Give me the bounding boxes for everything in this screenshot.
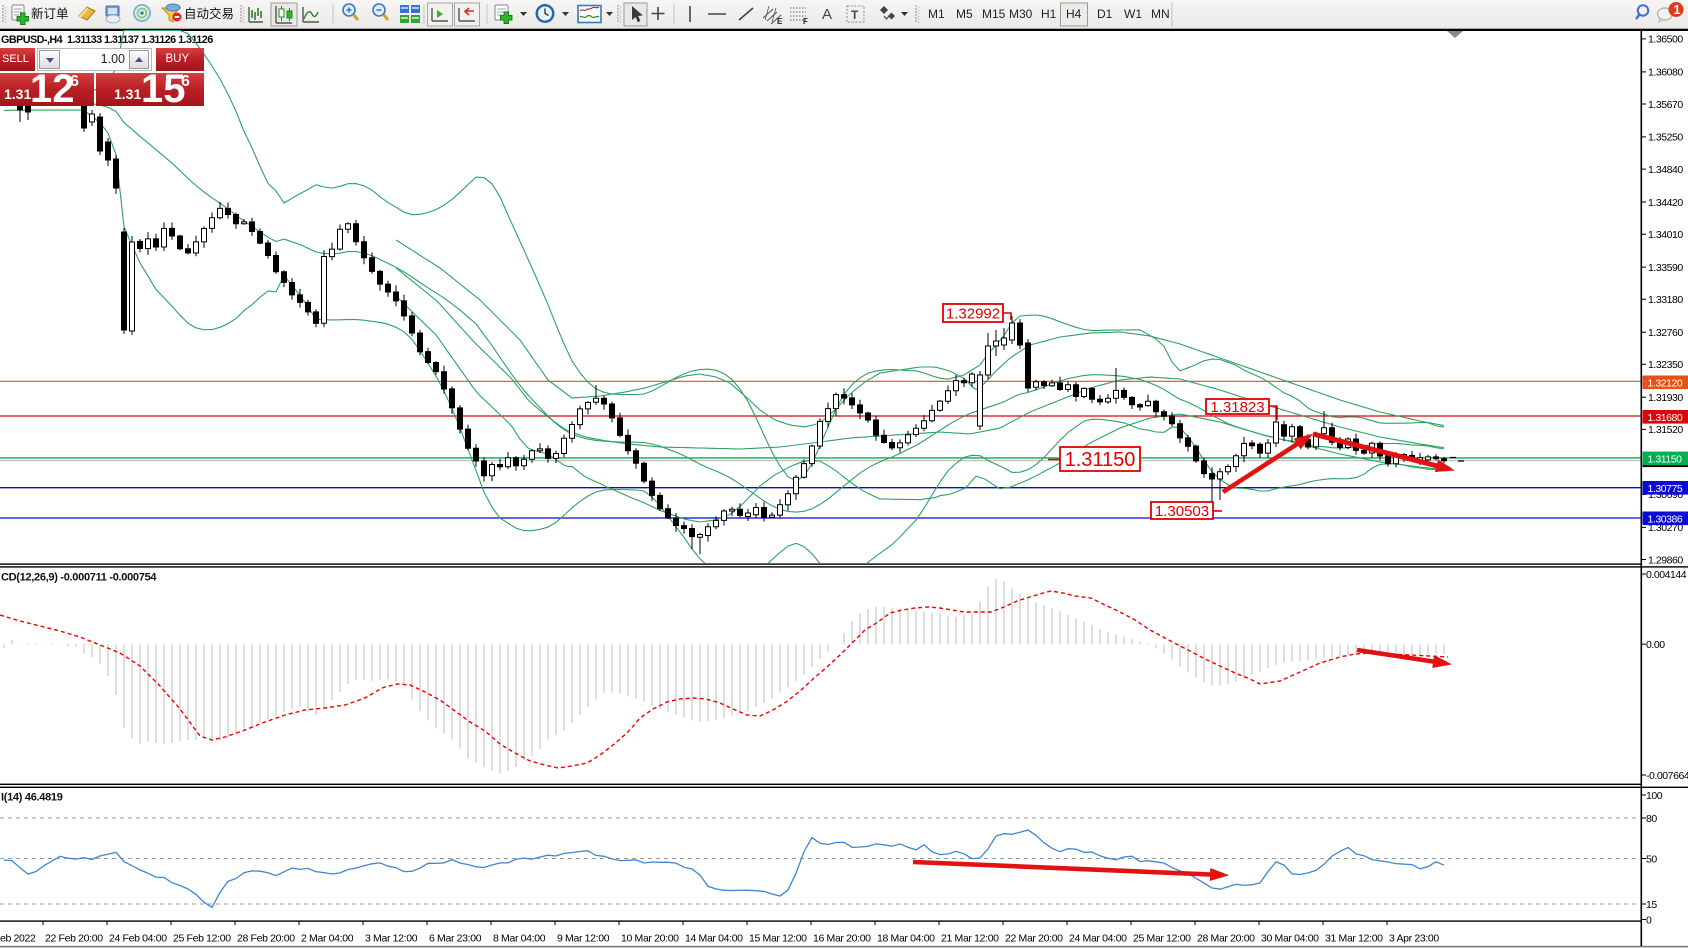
svg-text:0.004144: 0.004144: [1646, 569, 1687, 581]
svg-text:31 Mar 12:00: 31 Mar 12:00: [1325, 933, 1383, 945]
svg-text:1.33590: 1.33590: [1648, 262, 1683, 274]
svg-text:28 Mar 20:00: 28 Mar 20:00: [1197, 933, 1255, 945]
svg-text:18 Mar 04:00: 18 Mar 04:00: [877, 933, 935, 945]
svg-text:D1: D1: [1097, 7, 1113, 21]
svg-text:1.35670: 1.35670: [1648, 99, 1683, 111]
svg-text:15: 15: [1646, 899, 1657, 911]
svg-text:1.32760: 1.32760: [1648, 327, 1683, 339]
svg-text:30 Mar 04:00: 30 Mar 04:00: [1261, 933, 1319, 945]
svg-text:1.31680: 1.31680: [1648, 412, 1683, 424]
svg-text:T: T: [851, 8, 859, 22]
svg-text:1: 1: [1674, 3, 1681, 17]
svg-text:1.34010: 1.34010: [1648, 229, 1683, 241]
svg-text:E: E: [777, 17, 783, 26]
svg-text:50: 50: [1646, 853, 1657, 865]
svg-text:21 Mar 12:00: 21 Mar 12:00: [941, 933, 999, 945]
svg-text:自动交易: 自动交易: [184, 6, 234, 21]
svg-text:25 Feb 12:00: 25 Feb 12:00: [173, 933, 231, 945]
svg-text:0.00: 0.00: [1646, 639, 1665, 651]
svg-text:1.30775: 1.30775: [1648, 483, 1683, 495]
svg-text:1.29860: 1.29860: [1648, 554, 1683, 566]
svg-text:H1: H1: [1041, 7, 1057, 21]
svg-text:1.31930: 1.31930: [1648, 392, 1683, 404]
svg-text:25 Mar 12:00: 25 Mar 12:00: [1133, 933, 1191, 945]
svg-text:1.36080: 1.36080: [1648, 67, 1683, 79]
svg-text:15 Mar 12:00: 15 Mar 12:00: [749, 933, 807, 945]
svg-text:1.32350: 1.32350: [1648, 359, 1683, 371]
svg-text:28 Feb 20:00: 28 Feb 20:00: [237, 933, 295, 945]
svg-text:9 Mar 12:00: 9 Mar 12:00: [557, 933, 610, 945]
svg-text:10 Mar 20:00: 10 Mar 20:00: [621, 933, 679, 945]
svg-text:16 Mar 20:00: 16 Mar 20:00: [813, 933, 871, 945]
svg-text:M1: M1: [928, 7, 945, 21]
svg-text:1.33180: 1.33180: [1648, 294, 1683, 306]
svg-text:-0.007664: -0.007664: [1646, 770, 1688, 782]
svg-text:H4: H4: [1066, 7, 1082, 21]
svg-text:24 Mar 04:00: 24 Mar 04:00: [1069, 933, 1127, 945]
svg-text:1.36500: 1.36500: [1648, 34, 1683, 46]
svg-text:3 Mar 12:00: 3 Mar 12:00: [365, 933, 418, 945]
svg-text:1.32120: 1.32120: [1648, 377, 1683, 389]
svg-text:1.30503: 1.30503: [1155, 503, 1209, 520]
svg-text:100: 100: [1646, 790, 1663, 802]
svg-text:6 Mar 23:00: 6 Mar 23:00: [429, 933, 482, 945]
svg-text:1.32992: 1.32992: [946, 305, 1000, 322]
svg-text:1.31520: 1.31520: [1648, 424, 1683, 436]
svg-text:1.30270: 1.30270: [1648, 522, 1683, 534]
svg-text:8 Mar 04:00: 8 Mar 04:00: [493, 933, 546, 945]
svg-text:24 Feb 04:00: 24 Feb 04:00: [109, 933, 167, 945]
svg-text:eb 2022: eb 2022: [0, 933, 36, 945]
svg-text:1.34420: 1.34420: [1648, 197, 1683, 209]
svg-text:22 Feb 20:00: 22 Feb 20:00: [45, 933, 103, 945]
svg-text:M5: M5: [956, 7, 973, 21]
svg-text:3 Apr 23:00: 3 Apr 23:00: [1389, 933, 1439, 945]
svg-text:W1: W1: [1124, 7, 1142, 21]
svg-text:F: F: [803, 17, 808, 26]
svg-text:M15: M15: [982, 7, 1006, 21]
svg-text:CD(12,26,9) -0.000711 -0.00075: CD(12,26,9) -0.000711 -0.000754: [1, 572, 157, 584]
svg-text:1.31150: 1.31150: [1065, 449, 1136, 471]
svg-text:0: 0: [1646, 914, 1652, 926]
svg-text:A: A: [822, 6, 832, 23]
svg-text:1.35250: 1.35250: [1648, 132, 1683, 144]
svg-text:I(14) 46.4819: I(14) 46.4819: [1, 792, 63, 804]
svg-text:14 Mar 04:00: 14 Mar 04:00: [685, 933, 743, 945]
svg-text:1.31150: 1.31150: [1648, 453, 1683, 465]
svg-text:22 Mar 20:00: 22 Mar 20:00: [1005, 933, 1063, 945]
svg-text:2 Mar 04:00: 2 Mar 04:00: [301, 933, 354, 945]
svg-text:M30: M30: [1009, 7, 1033, 21]
svg-text:80: 80: [1646, 813, 1657, 825]
svg-text:MN: MN: [1151, 7, 1170, 21]
svg-text:1.30386: 1.30386: [1648, 513, 1683, 525]
svg-text:1.31823: 1.31823: [1210, 399, 1264, 416]
svg-text:新订单: 新订单: [31, 6, 69, 21]
svg-text:1.34840: 1.34840: [1648, 164, 1683, 176]
